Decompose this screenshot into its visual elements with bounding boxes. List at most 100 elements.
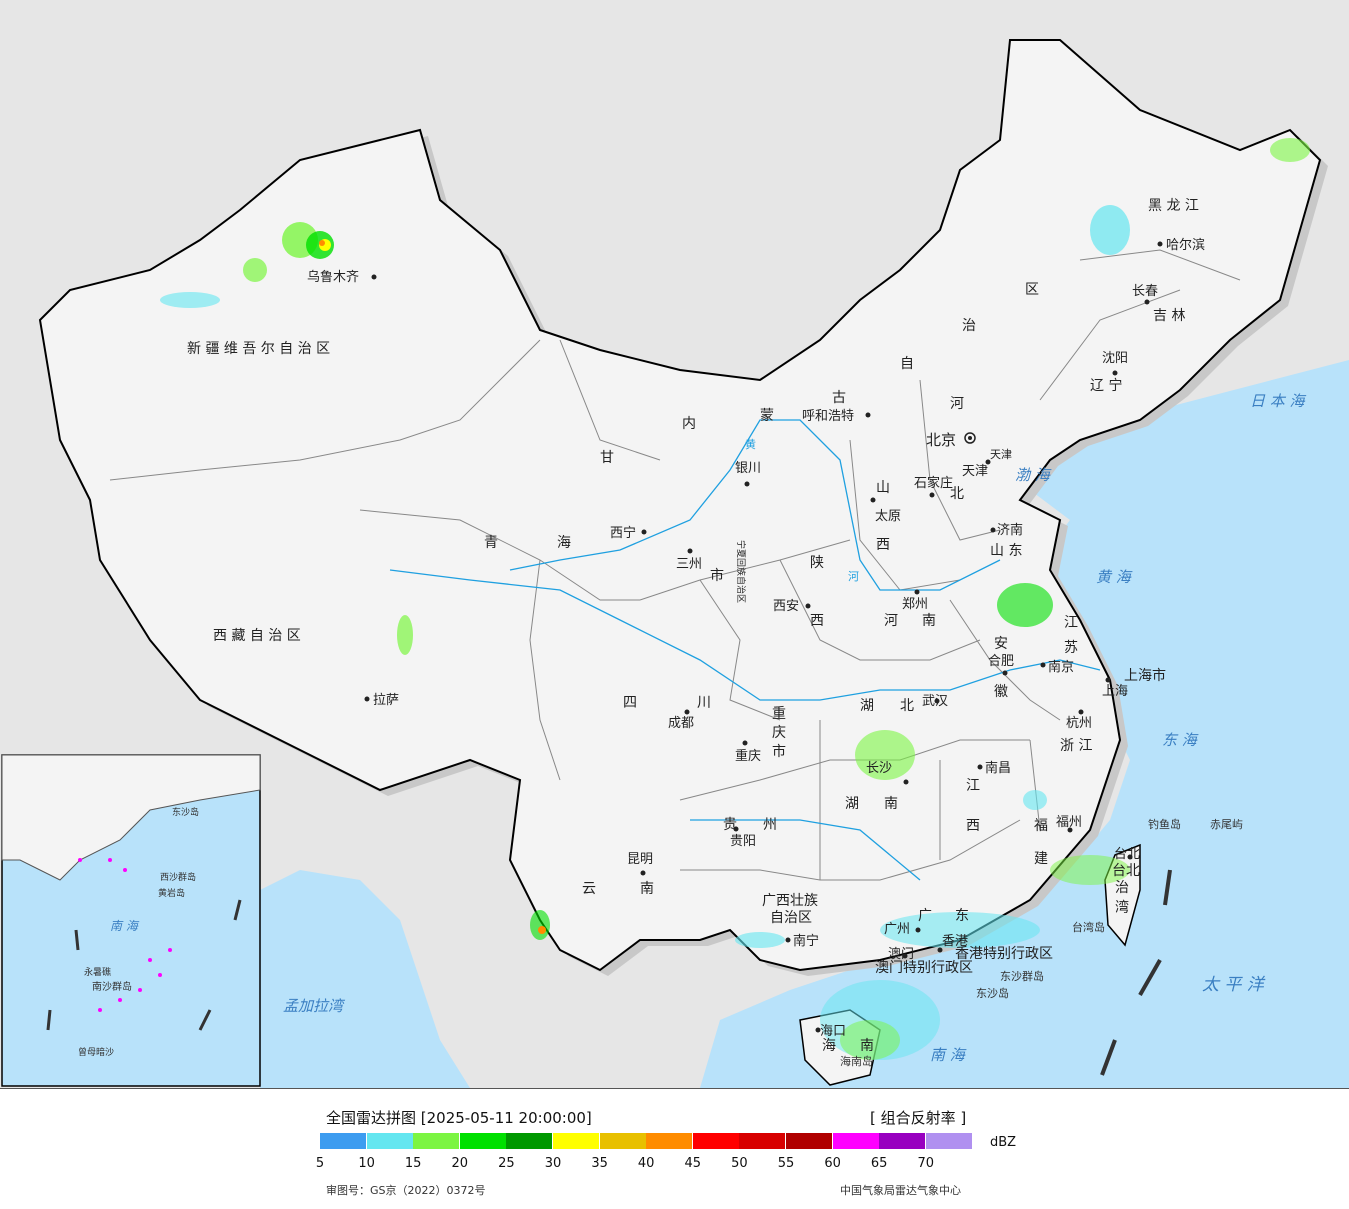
bay-of-bengal-area — [260, 870, 470, 1088]
city-lanzhou: 三州 — [676, 557, 702, 572]
label-xizang: 西 藏 自 治 区 — [213, 628, 301, 644]
sea-japan: 日 本 海 — [1250, 392, 1307, 410]
china-land — [38, 39, 1322, 972]
label-taiwan-c: 湾 — [1115, 899, 1129, 916]
label-neimeng-d: 自 — [900, 356, 914, 372]
city-lhasa: 拉萨 — [373, 693, 399, 708]
label-hongkong: 香港特别行政区 — [955, 946, 1053, 962]
legend-tick: 5 — [315, 1156, 325, 1171]
label-jiangxi-a: 江 — [966, 778, 980, 794]
city-changsha: 长沙 — [866, 761, 892, 776]
label-macau: 澳门特别行政区 — [875, 960, 973, 976]
legend-tick: 20 — [451, 1156, 469, 1171]
label-jiangxi-b: 西 — [966, 818, 980, 834]
label-neimeng-f: 区 — [1025, 282, 1039, 298]
island-dongsha: 东沙岛 — [976, 986, 1009, 1000]
sea-inset-south: 南 海 — [110, 919, 140, 933]
inset-island-nansha: 南沙群岛 — [92, 980, 132, 993]
label-hunan-b: 南 — [884, 796, 898, 812]
label-gansu-city: 市 — [710, 567, 724, 584]
label-chongqing-b: 庆 — [772, 725, 786, 741]
label-hebei-a: 河 — [950, 396, 964, 412]
label-yunnan-b: 南 — [640, 881, 654, 897]
label-gansu: 甘 — [600, 450, 614, 466]
city-chengdu: 成都 — [668, 716, 694, 731]
inset-island-huangyan: 黄岩岛 — [158, 887, 185, 899]
city-fuzhou: 福州 — [1056, 815, 1082, 830]
label-henan-b: 南 — [922, 613, 936, 629]
map-title: 全国雷达拼图 [2025-05-11 20:00:00] — [326, 1109, 592, 1127]
legend-swatch — [879, 1133, 926, 1149]
legend-tick: 10 — [358, 1156, 375, 1171]
label-zhejiang: 浙 江 — [1060, 738, 1092, 754]
sea-pacific: 太 平 洋 — [1202, 975, 1266, 995]
label-anhui-a: 安 — [994, 636, 1008, 652]
city-beijing: 北京 — [926, 431, 956, 449]
island-chiwei: 赤尾屿 — [1210, 818, 1243, 831]
legend-tick: 40 — [637, 1156, 655, 1171]
label-shanghai: 上海市 — [1124, 667, 1166, 684]
city-haikou: 海口 — [820, 1024, 846, 1039]
city-nanchang: 南昌 — [985, 760, 1011, 776]
label-jilin: 吉 林 — [1153, 308, 1185, 324]
city-jinan: 济南 — [997, 522, 1023, 538]
island-dongsha-group: 东沙群岛 — [1000, 969, 1044, 983]
city-zhengzhou: 郑州 — [902, 597, 928, 612]
city-labels: 乌鲁木齐 拉萨 西宁 三州 银川 呼和浩特 北京 天津 石家庄 太原 济南 郑州… — [307, 237, 1205, 1039]
rivers — [389, 419, 1101, 881]
label-neimeng-c: 古 — [832, 390, 846, 406]
legend-swatch — [692, 1133, 739, 1149]
legend-tick: 55 — [777, 1156, 795, 1171]
legend-swatch — [506, 1133, 553, 1149]
city-guangzhou: 广州 — [884, 922, 910, 937]
city-markers — [364, 241, 1163, 1033]
agency-credit: 中国气象局雷达气象中心 — [840, 1184, 961, 1197]
city-chongqing: 重庆 — [735, 748, 761, 764]
label-taiwan-b: 治 — [1115, 880, 1129, 896]
label-liaoning: 辽 宁 — [1090, 377, 1122, 394]
legend-swatch — [739, 1133, 786, 1149]
label-yunnan-a: 云 — [582, 881, 596, 897]
label-xinjiang: 新 疆 维 吾 尔 自 治 区 — [187, 341, 330, 357]
inset-island-xisha: 西沙群岛 — [160, 871, 196, 883]
label-taiwan-a: 台北 — [1112, 863, 1140, 879]
legend-tick: 35 — [591, 1156, 608, 1171]
legend-tick: 65 — [870, 1156, 888, 1171]
city-taiyuan: 太原 — [875, 509, 901, 524]
label-shaanxi-b: 西 — [810, 613, 824, 629]
city-xian: 西安 — [773, 599, 799, 614]
label-fujian-a: 福 — [1034, 818, 1048, 834]
label-shandong: 山 东 — [990, 543, 1022, 559]
label-hainan-b: 南 — [860, 1038, 874, 1054]
legend-swatch — [320, 1133, 366, 1149]
river-labels: 黄 河 — [745, 437, 859, 583]
legend-swatch — [553, 1133, 599, 1149]
maritime-boundary-dashes — [1100, 869, 1172, 1076]
legend-swatch — [925, 1133, 972, 1149]
legend-tick: 60 — [824, 1156, 841, 1171]
island-hainan: 海南岛 — [840, 1054, 873, 1068]
label-hubei-b: 北 — [900, 698, 914, 714]
label-anhui-b: 徽 — [994, 684, 1008, 700]
inset-island-yongshu: 永暑礁 — [84, 966, 111, 978]
legend-swatch — [366, 1133, 413, 1149]
city-changchun: 长春 — [1132, 284, 1158, 299]
label-hainan-a: 海 — [822, 1038, 836, 1054]
label-guangdong-a: 广 — [918, 908, 932, 924]
label-guangxi-a: 广西壮族 — [762, 893, 818, 909]
legend-swatch — [832, 1133, 879, 1149]
city-hongkong: 香港 — [942, 934, 968, 949]
city-nanjing: 南京 — [1048, 659, 1074, 675]
label-chongqing-a: 重 — [772, 706, 786, 722]
city-hohhot: 呼和浩特 — [802, 409, 854, 424]
south-sea-inset — [1, 754, 261, 1087]
label-shaanxi-a: 陕 — [810, 555, 824, 571]
label-jiangsu-a: 江 — [1064, 615, 1078, 631]
radar-echoes — [160, 138, 1310, 1060]
label-jiangsu-b: 苏 — [1064, 640, 1078, 656]
island-labels: 钓鱼岛 赤尾屿 台湾岛 东沙群岛 东沙岛 海南岛 东沙岛 西沙群岛 永暑礁 南沙… — [78, 806, 1243, 1068]
label-tianjin-region: 天津 — [990, 448, 1012, 461]
city-urumqi: 乌鲁木齐 — [307, 269, 359, 285]
label-heilongjiang: 黑 龙 江 — [1148, 198, 1199, 214]
city-hefei: 合肥 — [988, 654, 1014, 669]
